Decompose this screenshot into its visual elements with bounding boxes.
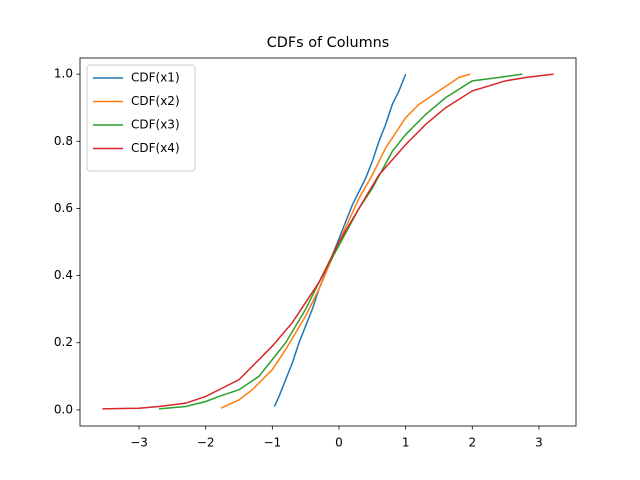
x-tick-label: 3: [535, 436, 543, 450]
plot-frame: [79, 57, 577, 427]
y-tick-label: 0.8: [54, 134, 73, 148]
y-tick-label: 0.4: [54, 268, 73, 282]
x-tick-label: −1: [263, 436, 281, 450]
legend-label: CDF(x1): [131, 71, 180, 85]
x-tick-label: 2: [468, 436, 476, 450]
legend-label: CDF(x2): [131, 94, 180, 108]
y-tick-label: 0.0: [54, 402, 73, 416]
legend-label: CDF(x3): [131, 118, 180, 132]
y-tick-label: 0.2: [54, 335, 73, 349]
x-tick-label: −2: [197, 436, 215, 450]
x-tick-label: 1: [402, 436, 410, 450]
legend-label: CDF(x4): [131, 141, 180, 155]
x-tick-label: 0: [335, 436, 343, 450]
x-tick-label: −3: [130, 436, 148, 450]
legend-box: [86, 64, 196, 172]
series-line: [273, 73, 407, 407]
chart-title: CDFs of Columns: [267, 35, 390, 51]
y-tick-label: 0.6: [54, 201, 73, 215]
y-tick-label: 1.0: [54, 67, 73, 81]
series-line: [102, 73, 554, 410]
